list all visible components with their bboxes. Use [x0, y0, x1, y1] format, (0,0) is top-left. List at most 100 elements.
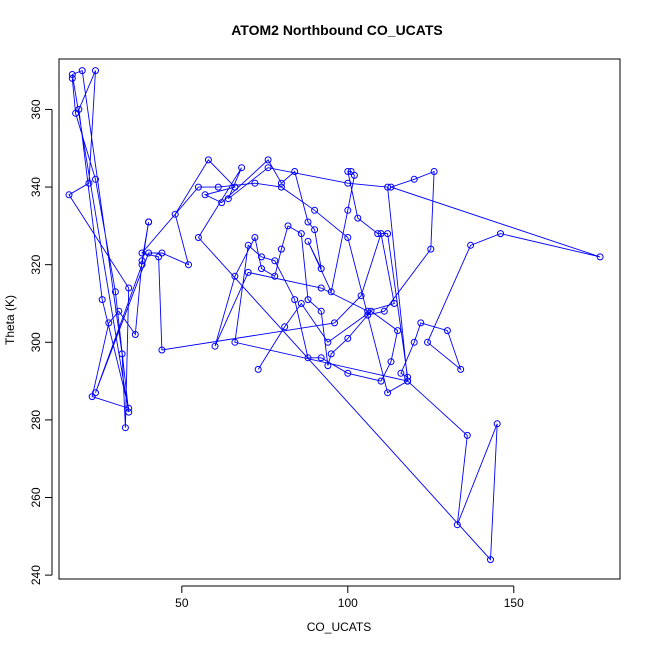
data-point — [404, 373, 412, 381]
data-point — [271, 272, 279, 280]
data-point — [467, 241, 475, 249]
data-point — [264, 164, 272, 172]
y-tick-label: 300 — [29, 332, 43, 352]
data-point — [394, 327, 402, 335]
data-point — [284, 222, 292, 230]
data-point — [138, 257, 146, 265]
data-point — [347, 168, 355, 175]
data-point — [145, 249, 153, 257]
data-point — [155, 253, 163, 261]
data-point — [344, 206, 352, 214]
data-point — [357, 292, 365, 300]
x-axis: 50 100 150 — [175, 585, 524, 610]
data-point — [463, 431, 471, 439]
data-point — [317, 284, 325, 292]
data-point — [364, 307, 372, 315]
data-point — [344, 179, 352, 187]
data-point — [75, 105, 83, 113]
y-tick-label: 360 — [29, 99, 43, 119]
data-point — [304, 237, 312, 245]
data-point — [277, 245, 285, 253]
data-point — [224, 195, 232, 203]
data-point — [78, 67, 86, 75]
data-point — [291, 168, 299, 175]
data-point — [271, 257, 279, 265]
data-point — [497, 230, 504, 238]
data-point — [138, 249, 146, 257]
data-point — [258, 253, 265, 261]
data-point — [344, 234, 352, 241]
data-point — [344, 369, 352, 377]
data-point — [397, 369, 405, 377]
data-point — [354, 214, 362, 222]
data-point — [344, 168, 352, 175]
data-point — [390, 300, 398, 307]
data-point — [344, 334, 352, 342]
data-point — [231, 272, 239, 280]
data-point — [201, 191, 209, 199]
data-point — [125, 408, 133, 416]
data-point — [211, 342, 219, 350]
data-point — [254, 365, 262, 373]
data-point — [443, 327, 451, 335]
data-point — [377, 377, 385, 385]
data-point — [281, 323, 289, 331]
data-point — [138, 261, 146, 269]
data-point — [125, 284, 133, 292]
data-point — [457, 365, 465, 373]
data-point — [427, 245, 435, 253]
chart-title: ATOM2 Northbound CO_UCATS — [231, 22, 443, 38]
data-point — [430, 168, 438, 175]
data-point — [384, 183, 392, 191]
data-points — [65, 67, 604, 564]
data-point — [158, 346, 166, 354]
x-tick-label: 100 — [338, 596, 358, 610]
data-point — [92, 389, 99, 397]
y-tick-label: 280 — [29, 410, 43, 430]
data-point — [251, 234, 259, 241]
y-tick-label: 320 — [29, 254, 43, 274]
data-point — [115, 307, 123, 315]
data-point — [251, 179, 259, 187]
data-point — [291, 296, 299, 304]
data-point — [327, 350, 335, 358]
data-point — [145, 218, 153, 226]
data-point — [264, 156, 272, 164]
data-point — [324, 362, 332, 370]
data-point — [410, 338, 418, 346]
plot-frame — [58, 58, 621, 580]
x-tick-label: 150 — [504, 596, 524, 610]
data-point — [377, 230, 385, 238]
data-point — [68, 71, 76, 78]
data-point — [317, 307, 325, 315]
data-point — [231, 338, 239, 346]
data-point — [304, 354, 312, 362]
data-point — [367, 307, 375, 315]
data-point — [111, 288, 119, 296]
data-point — [194, 234, 202, 241]
data-point — [65, 191, 73, 199]
series-polyline — [68, 69, 601, 561]
data-point — [244, 241, 252, 249]
data-point — [387, 183, 395, 191]
x-axis-label: CO_UCATS — [307, 620, 371, 634]
data-point — [311, 226, 319, 234]
data-point — [277, 183, 285, 191]
data-point — [453, 521, 461, 529]
data-point — [92, 67, 99, 75]
data-point — [98, 296, 106, 304]
data-point — [380, 307, 388, 315]
x-tick-label: 50 — [175, 596, 189, 610]
y-tick-label: 260 — [29, 487, 43, 507]
data-point — [417, 319, 425, 327]
y-axis-label: Theta (K) — [3, 295, 17, 345]
y-tick-label: 240 — [29, 565, 43, 585]
data-point — [304, 218, 312, 226]
data-point — [487, 556, 494, 564]
data-point — [68, 74, 76, 82]
data-point — [238, 164, 246, 172]
data-point — [214, 183, 222, 191]
data-point — [121, 424, 129, 432]
series-line — [68, 69, 601, 561]
